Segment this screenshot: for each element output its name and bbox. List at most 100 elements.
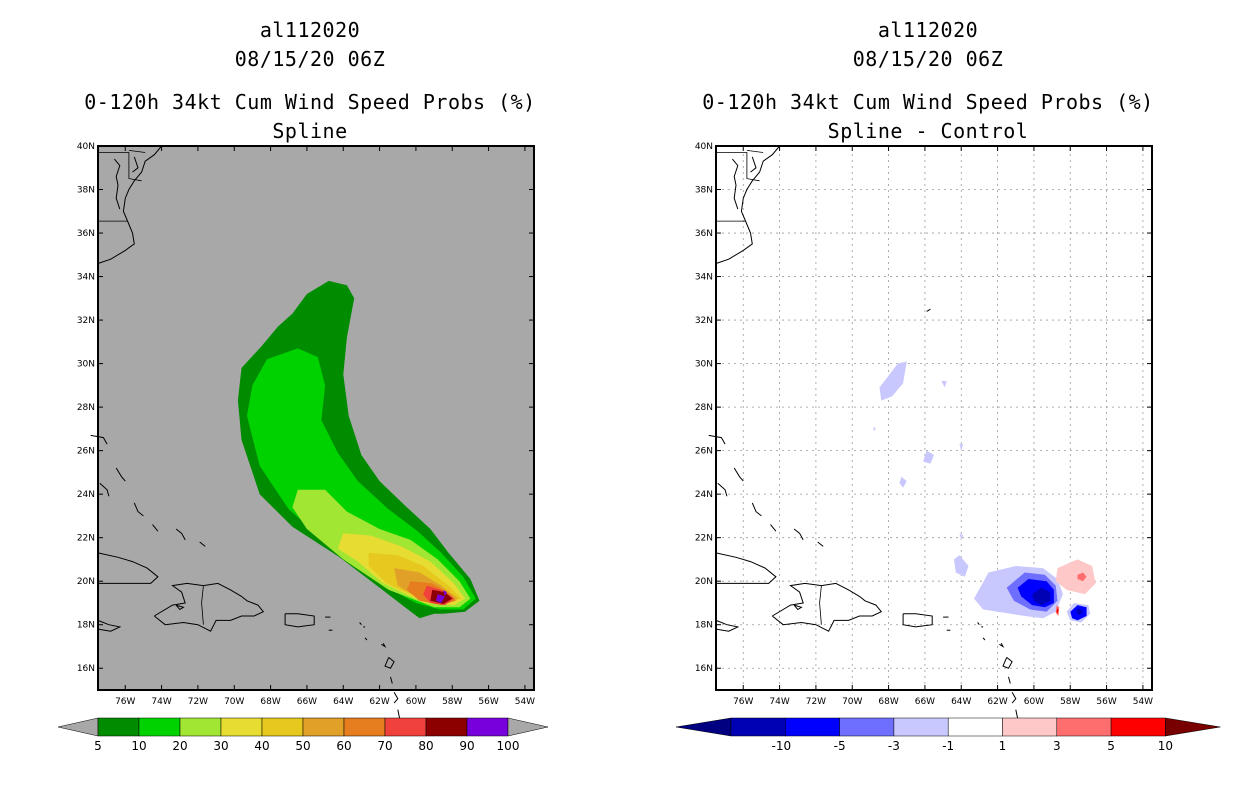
diff-patch-22n <box>959 533 964 540</box>
coastline <box>359 622 362 626</box>
colorbar-low-arrow <box>675 717 732 737</box>
coastline <box>153 582 265 632</box>
lat-label: 26N <box>695 447 713 457</box>
colorbar-swatch <box>893 717 949 737</box>
lat-label: 18N <box>695 621 713 631</box>
prob-90-100-region <box>435 594 445 603</box>
colorbar-label: 30 <box>213 739 228 753</box>
colorbar-label: 50 <box>295 739 310 753</box>
left-product-title: 0-120h 34kt Cum Wind Speed Probs (%) <box>84 90 536 114</box>
border-line <box>746 150 764 153</box>
lat-label: 16N <box>77 664 95 674</box>
colorbar-label: -1 <box>942 739 954 753</box>
colorbar-label: 5 <box>1107 739 1115 753</box>
colorbar-label: 3 <box>1053 739 1061 753</box>
coastline <box>902 613 933 628</box>
lon-label: 62W <box>987 697 1007 707</box>
lon-label: 58W <box>442 697 462 707</box>
lon-label: 66W <box>297 697 317 707</box>
coastline <box>793 604 803 611</box>
coastline <box>793 528 804 541</box>
coastline <box>132 156 139 173</box>
left-datetime: 08/15/20 06Z <box>234 47 386 71</box>
diff-pos-core <box>1077 572 1087 582</box>
border-line <box>819 585 822 625</box>
right-axis-labels: 40N 38N 36N 34N 32N 30N 28N 26N 24N 22N 20N 18N 16N 7… <box>695 142 1153 707</box>
lat-label: 22N <box>695 534 713 544</box>
coastline <box>114 158 121 210</box>
coastline <box>926 308 931 312</box>
lon-label: 74W <box>769 697 789 707</box>
colorbar-swatch <box>1110 717 1166 737</box>
coastline <box>1002 657 1013 669</box>
coastline <box>90 434 108 445</box>
coastline <box>733 467 744 482</box>
colorbar-swatch <box>179 717 222 737</box>
coastline <box>1008 676 1011 684</box>
coastline <box>708 434 726 445</box>
lon-label: 64W <box>951 697 971 707</box>
lon-label: 56W <box>1096 697 1116 707</box>
colorbar-label: -10 <box>771 739 791 753</box>
right-product-title: 0-120h 34kt Cum Wind Speed Probs (%) <box>702 90 1154 114</box>
colorbar-swatch <box>947 717 1003 737</box>
right-colorbar: -10 -5 -3 -1 1 3 5 10 <box>675 717 1221 753</box>
colorbar-swatch <box>343 717 386 737</box>
coastline <box>384 657 395 669</box>
colorbar-label: 90 <box>459 739 474 753</box>
lat-label: 32N <box>77 316 95 326</box>
coastline <box>364 637 368 641</box>
colorbar-label: -5 <box>834 739 846 753</box>
diff-patch-tiny2 <box>959 444 964 451</box>
diff-patch-tiny1 <box>941 381 947 388</box>
right-storm-id: al112020 <box>877 18 979 42</box>
lat-label: 36N <box>77 229 95 239</box>
coastline <box>715 145 780 264</box>
lat-label: 24N <box>77 490 95 500</box>
lon-label: 60W <box>406 697 426 707</box>
prob-90-100-spot <box>443 589 447 597</box>
coastline <box>133 502 144 517</box>
colorbar-label: 1 <box>999 739 1007 753</box>
coastline <box>175 604 185 611</box>
lat-label: 38N <box>77 186 95 196</box>
lon-label: 68W <box>260 697 280 707</box>
coastline <box>1011 691 1017 704</box>
coastline <box>381 642 387 648</box>
coastline <box>97 145 162 264</box>
lat-label: 40N <box>77 142 95 152</box>
lon-label: 54W <box>515 697 535 707</box>
left-map-panel <box>90 145 535 719</box>
coastline <box>97 552 159 584</box>
right-subtitle: Spline - Control <box>827 119 1029 143</box>
coastline <box>715 552 777 584</box>
lon-label: 66W <box>915 697 935 707</box>
lon-label: 72W <box>806 697 826 707</box>
prob-10-20-region <box>247 348 476 610</box>
colorbar-swatch <box>1056 717 1112 737</box>
diff-patch-25n <box>923 450 934 464</box>
colorbar-swatch <box>138 717 181 737</box>
left-map-frame <box>97 145 535 691</box>
coastline <box>999 642 1005 648</box>
colorbar-swatch <box>1002 717 1058 737</box>
diff-neg-core-east <box>1075 608 1083 615</box>
left-subtitle: Spline <box>272 119 348 143</box>
colorbar-swatch <box>384 717 427 737</box>
colorbar-label: 70 <box>377 739 392 753</box>
right-map-panel <box>708 145 1153 719</box>
colorbar-high-arrow <box>507 717 549 737</box>
coastline <box>175 528 186 541</box>
right-map-frame <box>715 145 1153 691</box>
lon-label: 62W <box>369 697 389 707</box>
right-datetime: 08/15/20 06Z <box>852 47 1004 71</box>
coastline <box>199 541 206 547</box>
colorbar-label: 80 <box>418 739 433 753</box>
diff-patch-28n <box>879 361 907 401</box>
colorbar-swatch <box>425 717 468 737</box>
lon-label: 72W <box>188 697 208 707</box>
lon-label: 70W <box>224 697 244 707</box>
left-axis-labels: 40N 38N 36N 34N 32N 30N 28N 26N 24N 22N 20N 18N 16N 7… <box>77 142 535 707</box>
diff-patch-24n <box>899 476 907 488</box>
